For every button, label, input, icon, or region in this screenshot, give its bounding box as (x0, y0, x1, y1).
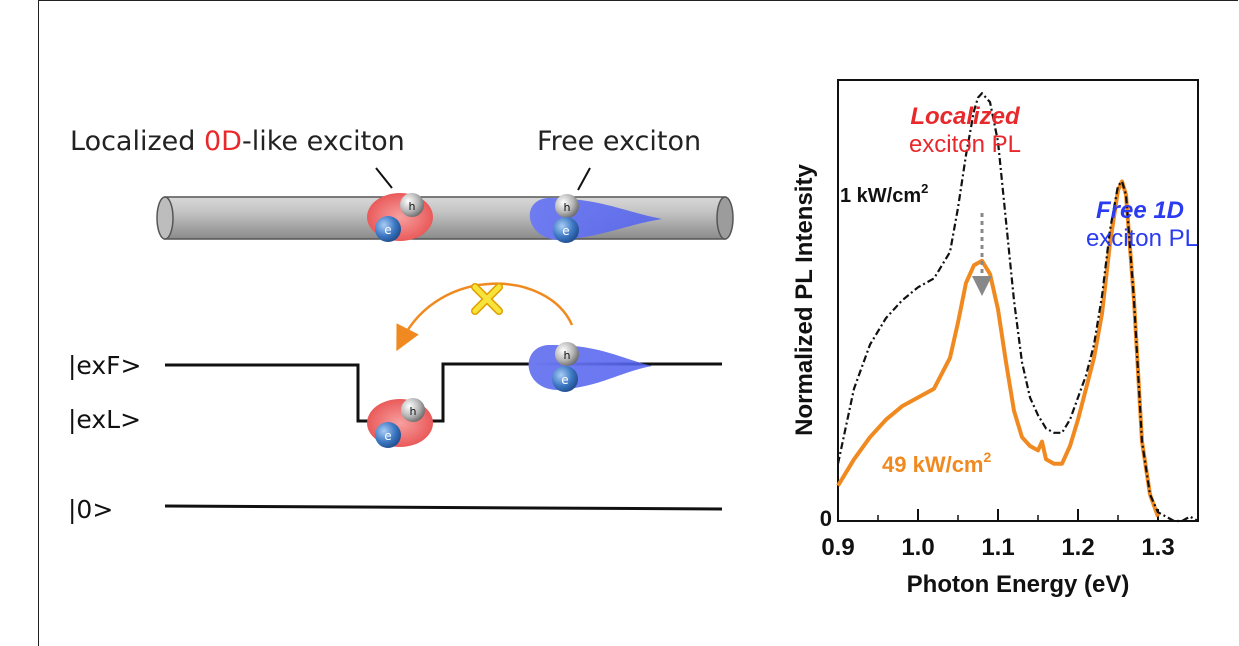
series-line-0 (836, 92, 1199, 523)
free-pointer-line (577, 167, 591, 191)
y-axis-label: Normalized PL Intensity (791, 164, 818, 436)
level-ground-label: |0> (68, 495, 113, 524)
x-axis-label: Photon Energy (eV) (907, 571, 1130, 598)
localized-exciton-trap: h e (367, 398, 433, 448)
svg-text:h: h (409, 200, 416, 213)
series-label-high: 49 kW/cm2 (882, 449, 992, 477)
electron-icon (552, 366, 578, 392)
svg-text:e: e (562, 224, 569, 238)
hole-icon (555, 194, 579, 218)
series-line-1 (836, 179, 1160, 518)
svg-text:h: h (410, 405, 417, 418)
series-lines (836, 92, 1199, 523)
localized-annotation-sub: exciton PL (909, 131, 1021, 158)
plot-frame (837, 79, 1199, 522)
svg-text:e: e (561, 373, 568, 387)
diagram: Localized 0D-like exciton Free exciton h… (68, 126, 734, 524)
free-exciton-label: Free exciton (537, 126, 701, 157)
svg-text:h: h (564, 201, 571, 214)
x-tick-label-4: 1.3 (1141, 534, 1174, 561)
electron-icon (375, 422, 401, 448)
x-tick-label-3: 1.2 (1061, 534, 1094, 561)
x-tick-label-0: 0.9 (821, 534, 854, 561)
series-label-low: 1 kW/cm2 (840, 181, 928, 207)
blocked-transfer-arrow (396, 282, 574, 352)
hole-icon (401, 398, 425, 422)
x-tick-label-1: 1.0 (901, 534, 934, 561)
excited-level-line (165, 362, 722, 423)
x-tick-label-2: 1.1 (981, 534, 1014, 561)
free-annotation-title: Free 1D (1096, 197, 1184, 224)
free-exciton-level: h e (528, 342, 652, 392)
svg-text:e: e (384, 429, 391, 443)
axis-ticks (837, 509, 1159, 521)
electron-icon (553, 217, 579, 243)
localized-exciton-rod: h e (367, 193, 433, 242)
localized-exciton-label: Localized 0D-like exciton (70, 126, 405, 157)
level-exL-label: |exL> (68, 405, 141, 434)
electron-icon (375, 216, 401, 242)
intensity-drop-arrowhead (972, 276, 992, 296)
level-exF-label: |exF> (68, 351, 142, 380)
cross-icon (471, 283, 503, 315)
hole-icon (555, 342, 579, 366)
ground-level-line (164, 504, 723, 511)
localized-pointer-line (375, 167, 393, 189)
hole-icon (400, 193, 424, 217)
svg-text:e: e (384, 223, 391, 237)
free-exciton-rod: h e (529, 194, 662, 243)
localized-annotation-title: Localized (910, 103, 1021, 130)
y-tick-label-0: 0 (820, 506, 832, 531)
figure-frame (38, 0, 1238, 646)
pl-chart: 0 Normalized PL Intensity 0.9 1.0 1.1 1.… (791, 79, 1199, 598)
svg-text:h: h (564, 349, 571, 362)
free-annotation-sub: exciton PL (1086, 225, 1198, 252)
